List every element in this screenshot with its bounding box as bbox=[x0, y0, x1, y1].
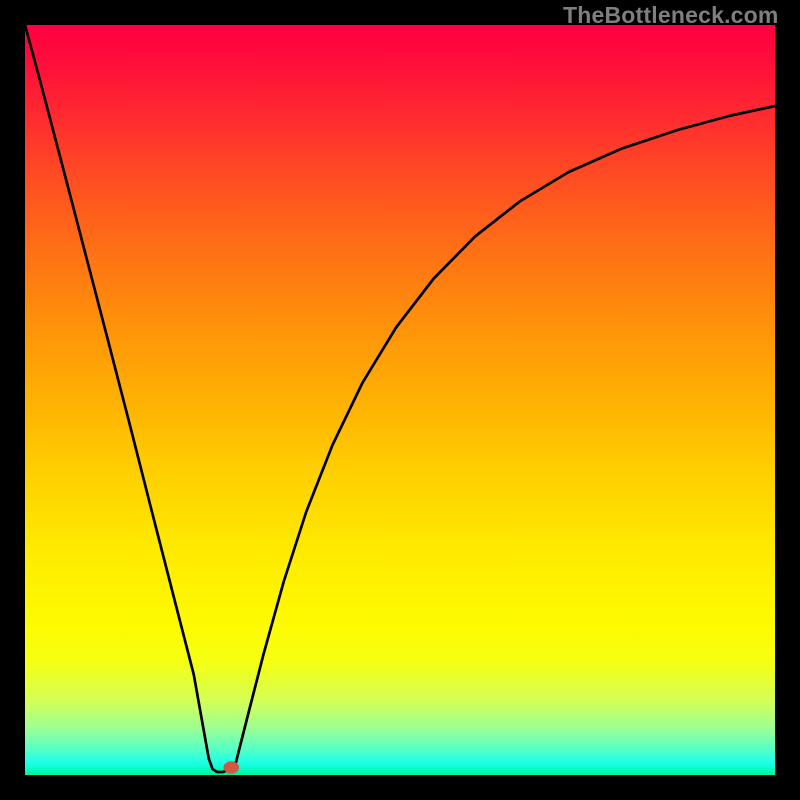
plot-background bbox=[25, 25, 775, 775]
watermark-text: TheBottleneck.com bbox=[563, 2, 779, 29]
optimal-point-marker bbox=[223, 761, 239, 773]
chart-canvas bbox=[0, 0, 800, 800]
